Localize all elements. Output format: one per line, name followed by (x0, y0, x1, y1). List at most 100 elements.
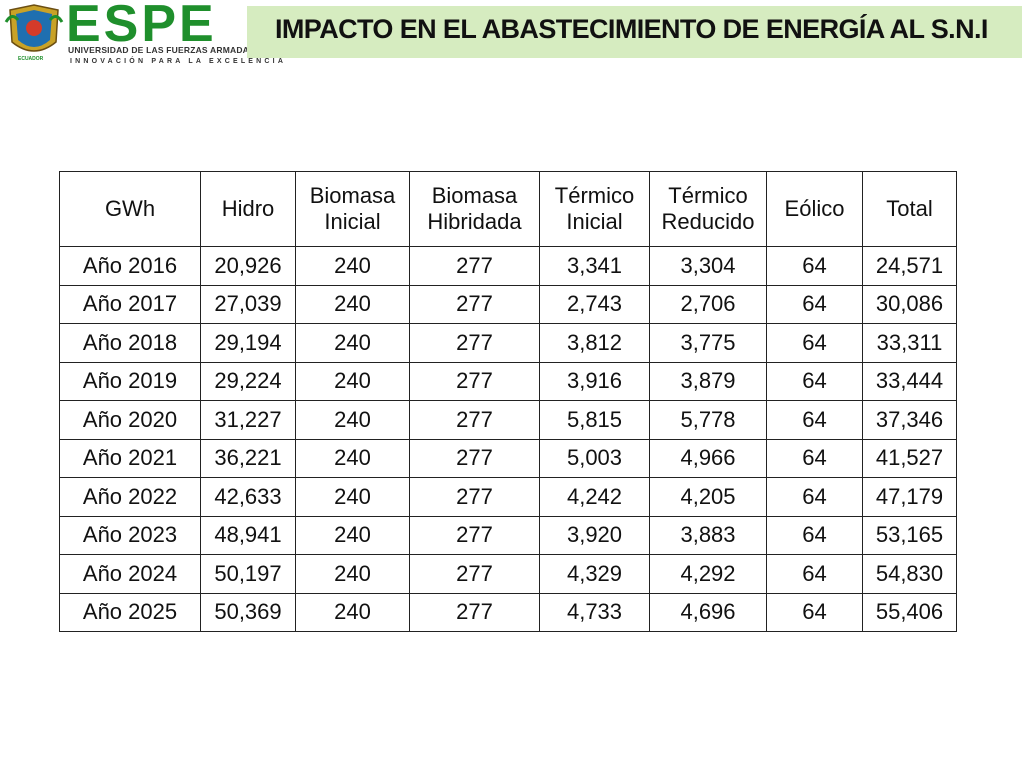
table-row: Año 2021 36,221 240 277 5,003 4,966 64 41,527 (59, 438, 957, 478)
table-cell: 240 (295, 515, 410, 555)
table-cell: 277 (409, 438, 540, 478)
table-cell: 64 (766, 515, 863, 555)
table-cell: 277 (409, 284, 540, 324)
table-cell: 277 (409, 323, 540, 363)
table-row: Año 2016 20,926 240 277 3,341 3,304 64 24,571 (59, 246, 957, 286)
table-cell: 3,812 (539, 323, 650, 363)
table-cell: 277 (409, 246, 540, 286)
table-cell: 50,197 (200, 554, 296, 594)
table-cell: 240 (295, 284, 410, 324)
table-cell: 31,227 (200, 400, 296, 440)
table-cell: 240 (295, 323, 410, 363)
table-cell: 55,406 (862, 592, 957, 632)
table-cell: 36,221 (200, 438, 296, 478)
table-cell: 277 (409, 554, 540, 594)
table-cell: 64 (766, 284, 863, 324)
page-title: IMPACTO EN EL ABASTECIMIENTO DE ENERGÍA … (275, 14, 988, 44)
table-cell: 3,341 (539, 246, 650, 286)
table-cell: 64 (766, 477, 863, 517)
table-cell: 4,733 (539, 592, 650, 632)
table-row: Año 2020 31,227 240 277 5,815 5,778 64 37,346 (59, 400, 957, 440)
table-cell: 240 (295, 246, 410, 286)
table-cell: 64 (766, 361, 863, 401)
table-cell: 240 (295, 400, 410, 440)
table-row: Año 2022 42,633 240 277 4,242 4,205 64 47,179 (59, 477, 957, 517)
row-label-cell: Año 2024 (59, 554, 201, 594)
table-cell: 277 (409, 400, 540, 440)
table-cell: 3,304 (649, 246, 767, 286)
table-cell: 53,165 (862, 515, 957, 555)
row-label-cell: Año 2019 (59, 361, 201, 401)
table-row: Año 2018 29,194 240 277 3,812 3,775 64 33,311 (59, 323, 957, 363)
column-header: Eólico (766, 171, 863, 247)
table-cell: 33,444 (862, 361, 957, 401)
table-cell: 277 (409, 361, 540, 401)
table-cell: 3,920 (539, 515, 650, 555)
table-cell: 41,527 (862, 438, 957, 478)
table-cell: 37,346 (862, 400, 957, 440)
row-label-cell: Año 2025 (59, 592, 201, 632)
table-cell: 4,242 (539, 477, 650, 517)
table-cell: 50,369 (200, 592, 296, 632)
table-cell: 33,311 (862, 323, 957, 363)
table-cell: 3,879 (649, 361, 767, 401)
table-cell: 4,329 (539, 554, 650, 594)
table-cell: 277 (409, 515, 540, 555)
table-cell: 64 (766, 592, 863, 632)
column-header: Total (862, 171, 957, 247)
table-cell: 4,292 (649, 554, 767, 594)
table-row: Año 2023 48,941 240 277 3,920 3,883 64 53,165 (59, 515, 957, 555)
espe-logo-text: ESPE (66, 0, 217, 53)
table-cell: 240 (295, 477, 410, 517)
table-cell: 3,916 (539, 361, 650, 401)
table-cell: 64 (766, 246, 863, 286)
column-header: Biomasa Hibridada (409, 171, 540, 247)
row-label-cell: Año 2017 (59, 284, 201, 324)
table-row: Año 2017 27,039 240 277 2,743 2,706 64 30,086 (59, 284, 957, 324)
column-header: Térmico Inicial (539, 171, 650, 247)
table-cell: 64 (766, 400, 863, 440)
table-row: Año 2019 29,224 240 277 3,916 3,879 64 33,444 (59, 361, 957, 401)
table-cell: 27,039 (200, 284, 296, 324)
table-cell: 240 (295, 361, 410, 401)
table-cell: 3,883 (649, 515, 767, 555)
logo-subtitle: UNIVERSIDAD DE LAS FUERZAS ARMADAS (68, 45, 255, 55)
table-cell: 48,941 (200, 515, 296, 555)
column-header: Hidro (200, 171, 296, 247)
table-row: Año 2025 50,369 240 277 4,733 4,696 64 55,406 (59, 592, 957, 632)
table-cell: 29,224 (200, 361, 296, 401)
table-cell: 277 (409, 592, 540, 632)
title-bar (247, 6, 1022, 58)
table-cell: 54,830 (862, 554, 957, 594)
table-cell: 2,743 (539, 284, 650, 324)
table-cell: 64 (766, 323, 863, 363)
table-cell: 64 (766, 554, 863, 594)
row-label-cell: Año 2022 (59, 477, 201, 517)
table-cell: 5,815 (539, 400, 650, 440)
table-cell: 4,205 (649, 477, 767, 517)
row-label-cell: Año 2023 (59, 515, 201, 555)
table-cell: 4,966 (649, 438, 767, 478)
table-cell: 64 (766, 438, 863, 478)
table-cell: 240 (295, 592, 410, 632)
table-cell: 30,086 (862, 284, 957, 324)
table-cell: 47,179 (862, 477, 957, 517)
table-cell: 240 (295, 438, 410, 478)
table-cell: 5,778 (649, 400, 767, 440)
university-crest-logo: ECUADOR (4, 2, 64, 66)
logo-tagline: INNOVACIÓN PARA LA EXCELENCIA (70, 58, 287, 65)
table-cell: 4,696 (649, 592, 767, 632)
row-label-cell: Año 2020 (59, 400, 201, 440)
table-cell: 24,571 (862, 246, 957, 286)
table-cell: 29,194 (200, 323, 296, 363)
table-cell: 42,633 (200, 477, 296, 517)
table-row: Año 2024 50,197 240 277 4,329 4,292 64 54,830 (59, 554, 957, 594)
column-header: GWh (59, 171, 201, 247)
crest-label: ECUADOR (18, 56, 44, 62)
energy-table: GWh Hidro Biomasa Inicial Biomasa Hibrid… (59, 171, 957, 632)
table-header-row: GWh Hidro Biomasa Inicial Biomasa Hibrid… (59, 171, 957, 247)
table-cell: 20,926 (200, 246, 296, 286)
table-cell: 3,775 (649, 323, 767, 363)
table-cell: 2,706 (649, 284, 767, 324)
row-label-cell: Año 2018 (59, 323, 201, 363)
